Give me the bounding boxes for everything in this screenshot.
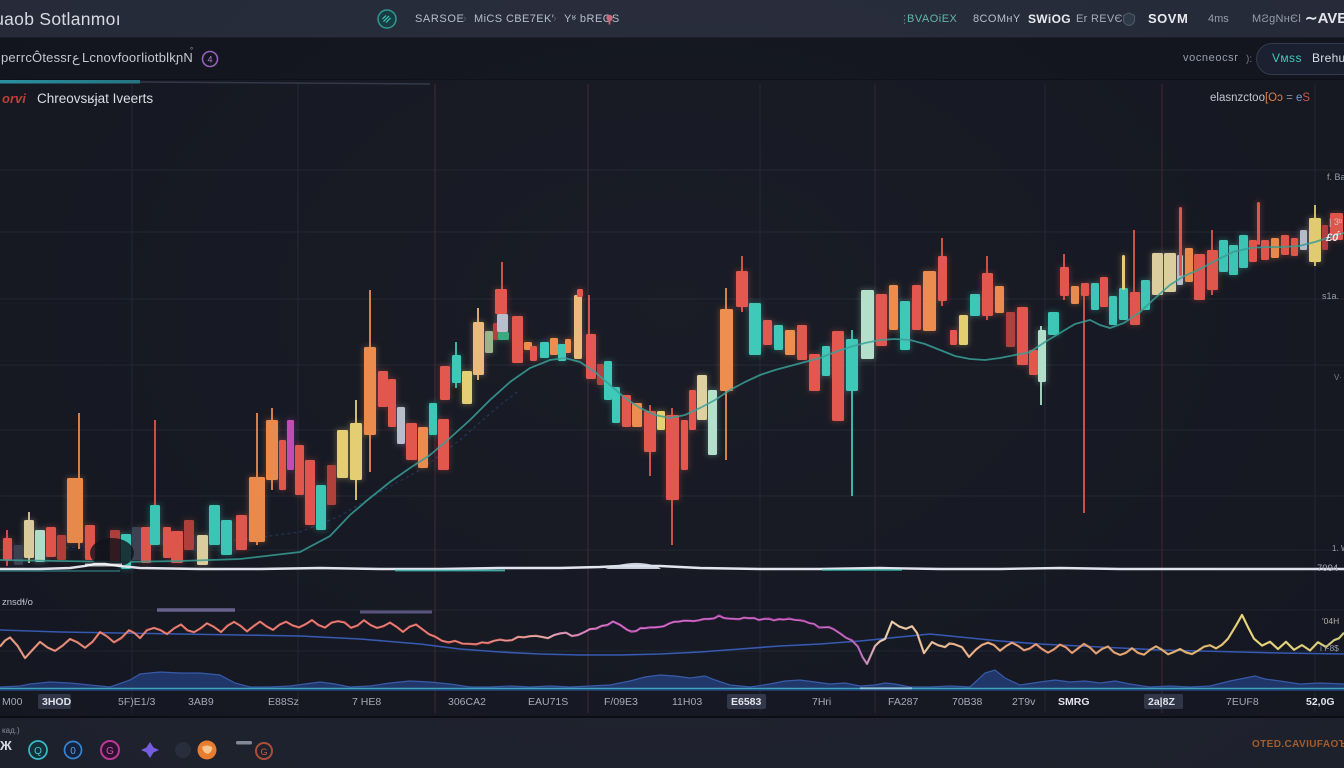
svg-text:FA287: FA287: [888, 696, 919, 708]
svg-text:i F8$: i F8$: [1320, 643, 1339, 653]
svg-text:70B38: 70B38: [952, 696, 983, 708]
svg-text:f. Ba: f. Ba: [1327, 172, 1344, 182]
svg-text:orvi: orvi: [2, 91, 26, 106]
svg-text:Q: Q: [34, 746, 42, 757]
svg-text:2T9v: 2T9v: [1012, 696, 1036, 708]
svg-text:SMRG: SMRG: [1058, 696, 1090, 708]
svg-text:E88Sz: E88Sz: [268, 696, 299, 708]
svg-text:EAU71S: EAU71S: [528, 696, 568, 708]
svg-text:52,0G: 52,0G: [1306, 696, 1335, 708]
svg-text:M00: M00: [2, 696, 23, 708]
svg-text:3HOD: 3HOD: [42, 696, 72, 708]
svg-text:F/09E3: F/09E3: [604, 696, 638, 708]
svg-text:2a|8Z: 2a|8Z: [1148, 696, 1175, 708]
svg-text:s1a.: s1a.: [1322, 291, 1339, 301]
svg-text:3AB9: 3AB9: [188, 696, 214, 708]
svg-text:Chreovsʁɉat Iveerts: Chreovsʁɉat Iveerts: [37, 91, 153, 106]
svg-text:7094: 7094: [1317, 563, 1338, 574]
svg-text:7EUF8: 7EUF8: [1226, 696, 1259, 708]
svg-text:11H03: 11H03: [672, 696, 702, 708]
svg-text:4: 4: [207, 55, 212, 65]
svg-text:'04H: '04H: [1322, 616, 1339, 626]
svg-text:G: G: [260, 747, 267, 757]
svg-text:G: G: [106, 746, 114, 757]
svg-text:0: 0: [70, 746, 76, 757]
svg-text:E6583: E6583: [731, 696, 762, 708]
svg-text:elasnzctoo[Oɔ = eS: elasnzctoo[Oɔ = eS: [1210, 92, 1310, 104]
svg-text:| 3ᵇ: | 3ᵇ: [1329, 217, 1343, 227]
svg-text:znsdɬ/ο: znsdɬ/ο: [2, 597, 33, 608]
svg-text:5F)E1/3: 5F)E1/3: [118, 696, 156, 708]
svg-text:V·: V·: [1334, 373, 1342, 382]
svg-text:7Hri: 7Hri: [812, 696, 831, 708]
svg-text:£0̈́: £0̈́: [1325, 231, 1341, 244]
svg-text:7 HE8: 7 HE8: [352, 696, 381, 708]
svg-text:1. W: 1. W: [1332, 544, 1344, 553]
svg-text:306CA2: 306CA2: [448, 696, 486, 708]
